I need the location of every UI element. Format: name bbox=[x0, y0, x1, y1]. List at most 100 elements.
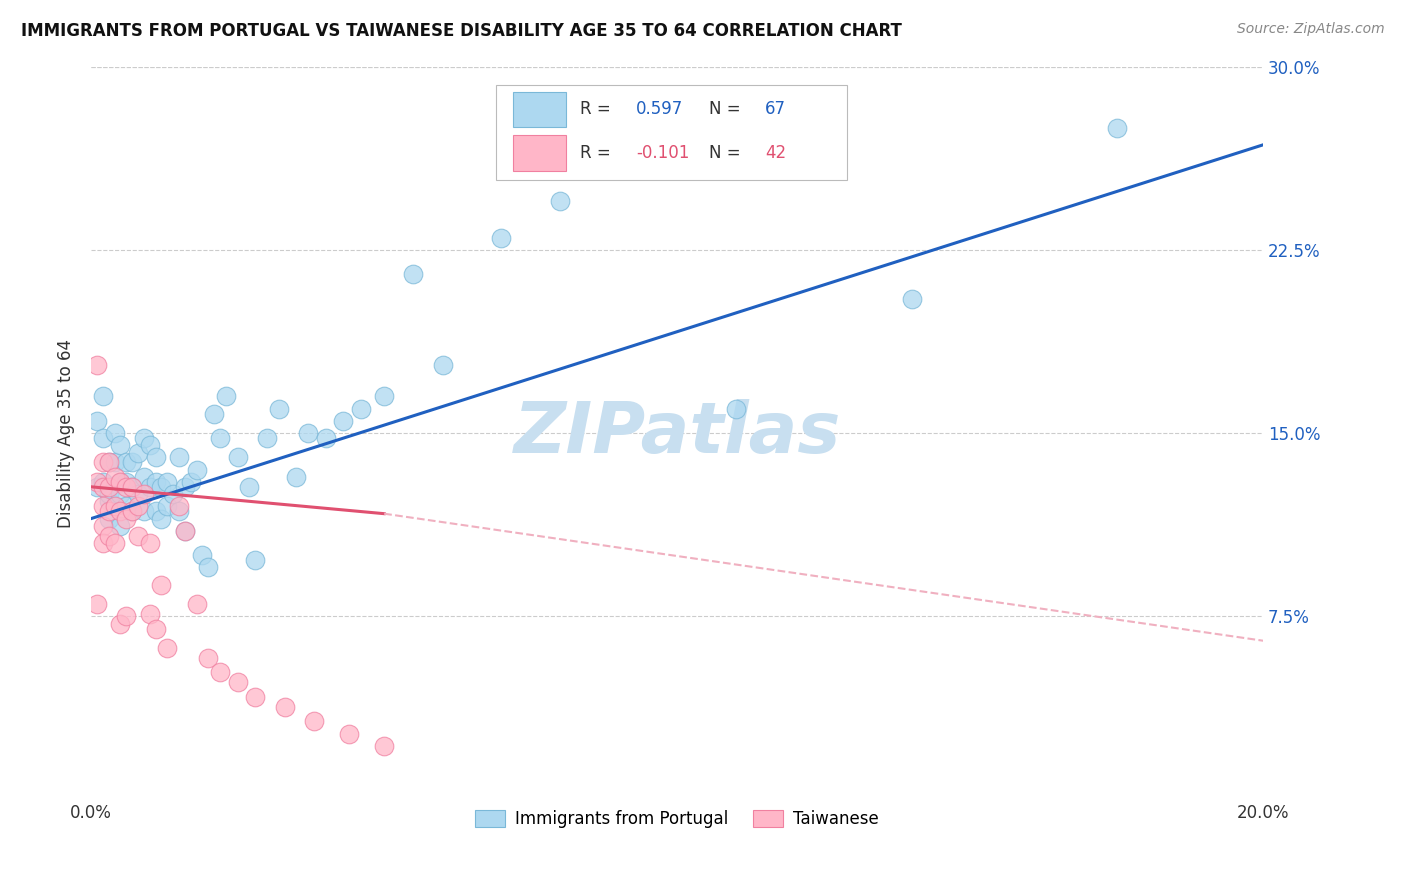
Point bbox=[174, 524, 197, 538]
Point bbox=[150, 480, 173, 494]
Text: IMMIGRANTS FROM PORTUGAL VS TAIWANESE DISABILITY AGE 35 TO 64 CORRELATION CHART: IMMIGRANTS FROM PORTUGAL VS TAIWANESE DI… bbox=[21, 22, 903, 40]
Point bbox=[491, 230, 513, 244]
Point bbox=[127, 445, 149, 459]
Text: 42: 42 bbox=[765, 145, 786, 162]
Point bbox=[350, 401, 373, 416]
Point bbox=[180, 475, 202, 489]
Point bbox=[115, 511, 138, 525]
Point bbox=[104, 455, 127, 469]
Point bbox=[402, 267, 425, 281]
Point bbox=[115, 475, 138, 489]
Point bbox=[191, 548, 214, 562]
Point bbox=[110, 519, 132, 533]
Point bbox=[145, 450, 167, 465]
Point bbox=[91, 455, 114, 469]
Point bbox=[226, 450, 249, 465]
Point bbox=[202, 407, 225, 421]
Point bbox=[86, 480, 108, 494]
Text: Source: ZipAtlas.com: Source: ZipAtlas.com bbox=[1237, 22, 1385, 37]
FancyBboxPatch shape bbox=[495, 85, 848, 180]
Point bbox=[145, 475, 167, 489]
Point bbox=[724, 401, 747, 416]
Point bbox=[197, 560, 219, 574]
Point bbox=[150, 511, 173, 525]
Point bbox=[86, 597, 108, 611]
Point bbox=[245, 553, 267, 567]
FancyBboxPatch shape bbox=[513, 92, 565, 127]
Point bbox=[186, 597, 208, 611]
Point bbox=[900, 292, 922, 306]
Point bbox=[97, 480, 120, 494]
Text: -0.101: -0.101 bbox=[636, 145, 689, 162]
Point bbox=[245, 690, 267, 704]
Point bbox=[91, 431, 114, 445]
Point bbox=[174, 480, 197, 494]
Point bbox=[110, 438, 132, 452]
Point bbox=[110, 616, 132, 631]
Point bbox=[86, 414, 108, 428]
Point bbox=[132, 431, 155, 445]
Point bbox=[104, 425, 127, 440]
Point bbox=[104, 500, 127, 514]
Point bbox=[215, 389, 238, 403]
Point bbox=[273, 699, 295, 714]
Point bbox=[167, 504, 190, 518]
Point bbox=[97, 494, 120, 508]
Point bbox=[104, 500, 127, 514]
Text: ZIPatlas: ZIPatlas bbox=[513, 399, 841, 467]
Text: 0.597: 0.597 bbox=[636, 100, 683, 119]
Point bbox=[174, 524, 197, 538]
Point bbox=[186, 463, 208, 477]
Point bbox=[115, 500, 138, 514]
Point bbox=[115, 480, 138, 494]
Point bbox=[139, 536, 162, 550]
Point bbox=[197, 650, 219, 665]
Point bbox=[256, 431, 278, 445]
Y-axis label: Disability Age 35 to 64: Disability Age 35 to 64 bbox=[58, 339, 75, 527]
Point bbox=[302, 714, 325, 729]
Point bbox=[548, 194, 571, 208]
Point bbox=[209, 665, 232, 680]
Point bbox=[121, 455, 143, 469]
Point bbox=[115, 609, 138, 624]
Point bbox=[97, 455, 120, 469]
Point bbox=[104, 536, 127, 550]
Point bbox=[91, 475, 114, 489]
Point bbox=[209, 431, 232, 445]
Point bbox=[145, 622, 167, 636]
Point bbox=[97, 455, 120, 469]
Point bbox=[110, 504, 132, 518]
Point bbox=[104, 470, 127, 484]
Point bbox=[132, 487, 155, 501]
Point bbox=[121, 480, 143, 494]
Point bbox=[91, 500, 114, 514]
Point bbox=[121, 480, 143, 494]
Point bbox=[332, 414, 354, 428]
Point bbox=[127, 500, 149, 514]
Point bbox=[91, 536, 114, 550]
Point bbox=[315, 431, 337, 445]
Text: R =: R = bbox=[579, 100, 616, 119]
Point bbox=[121, 504, 143, 518]
Legend: Immigrants from Portugal, Taiwanese: Immigrants from Portugal, Taiwanese bbox=[468, 804, 886, 835]
Point bbox=[297, 425, 319, 440]
Text: R =: R = bbox=[579, 145, 616, 162]
Point bbox=[115, 455, 138, 469]
Point bbox=[156, 641, 179, 656]
Point bbox=[91, 519, 114, 533]
Point bbox=[91, 480, 114, 494]
Point bbox=[91, 389, 114, 403]
Point bbox=[226, 675, 249, 690]
Point bbox=[86, 358, 108, 372]
Point bbox=[86, 475, 108, 489]
Point bbox=[127, 487, 149, 501]
Point bbox=[139, 438, 162, 452]
Point bbox=[337, 726, 360, 740]
Point bbox=[121, 504, 143, 518]
Point bbox=[285, 470, 308, 484]
Point bbox=[1105, 120, 1128, 135]
Point bbox=[267, 401, 290, 416]
Point bbox=[110, 487, 132, 501]
Point bbox=[132, 470, 155, 484]
Point bbox=[97, 487, 120, 501]
